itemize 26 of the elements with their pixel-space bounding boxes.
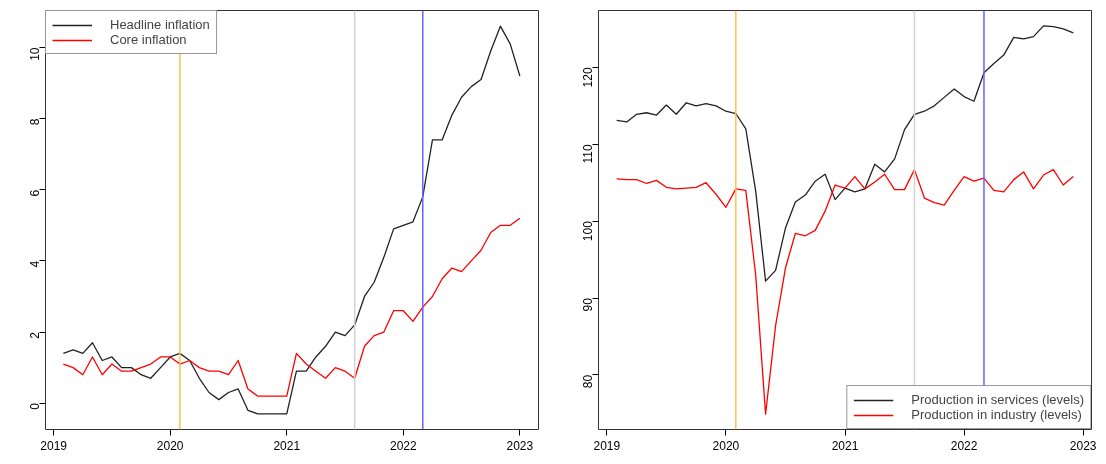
x-tick-label: 2021 [831,438,859,453]
x-tick-label: 2022 [950,438,978,453]
x-tick-label: 2022 [389,438,417,453]
y-tick-label: 110 [581,143,595,164]
y-tick-label: 120 [581,67,595,88]
y-tick-label: 4 [28,260,42,268]
x-tick-label: 2023 [506,438,534,453]
line-series [62,217,521,397]
legend-label: Production in services (levels) [911,392,1084,407]
x-tick-label: 2019 [593,438,621,453]
x-tick-label: 2020 [156,438,184,453]
y-tick-label: 0 [28,402,42,410]
legend-label: Core inflation [110,32,187,47]
y-tick-label: 2 [28,331,42,339]
y-tick-label: 10 [28,47,42,61]
y-tick-label: 100 [581,220,595,242]
x-tick-label: 2019 [40,438,68,453]
x-tick-label: 2021 [273,438,301,453]
y-tick-label: 8 [28,118,42,126]
x-tick-label: 2023 [1069,438,1097,453]
legend-label: Headline inflation [110,17,210,32]
y-tick-label: 90 [581,297,595,312]
x-tick-label: 2020 [712,438,740,453]
y-tick-label: 6 [28,189,42,197]
y-tick-label: 80 [581,374,595,389]
legend-label: Production in industry (levels) [911,407,1082,422]
